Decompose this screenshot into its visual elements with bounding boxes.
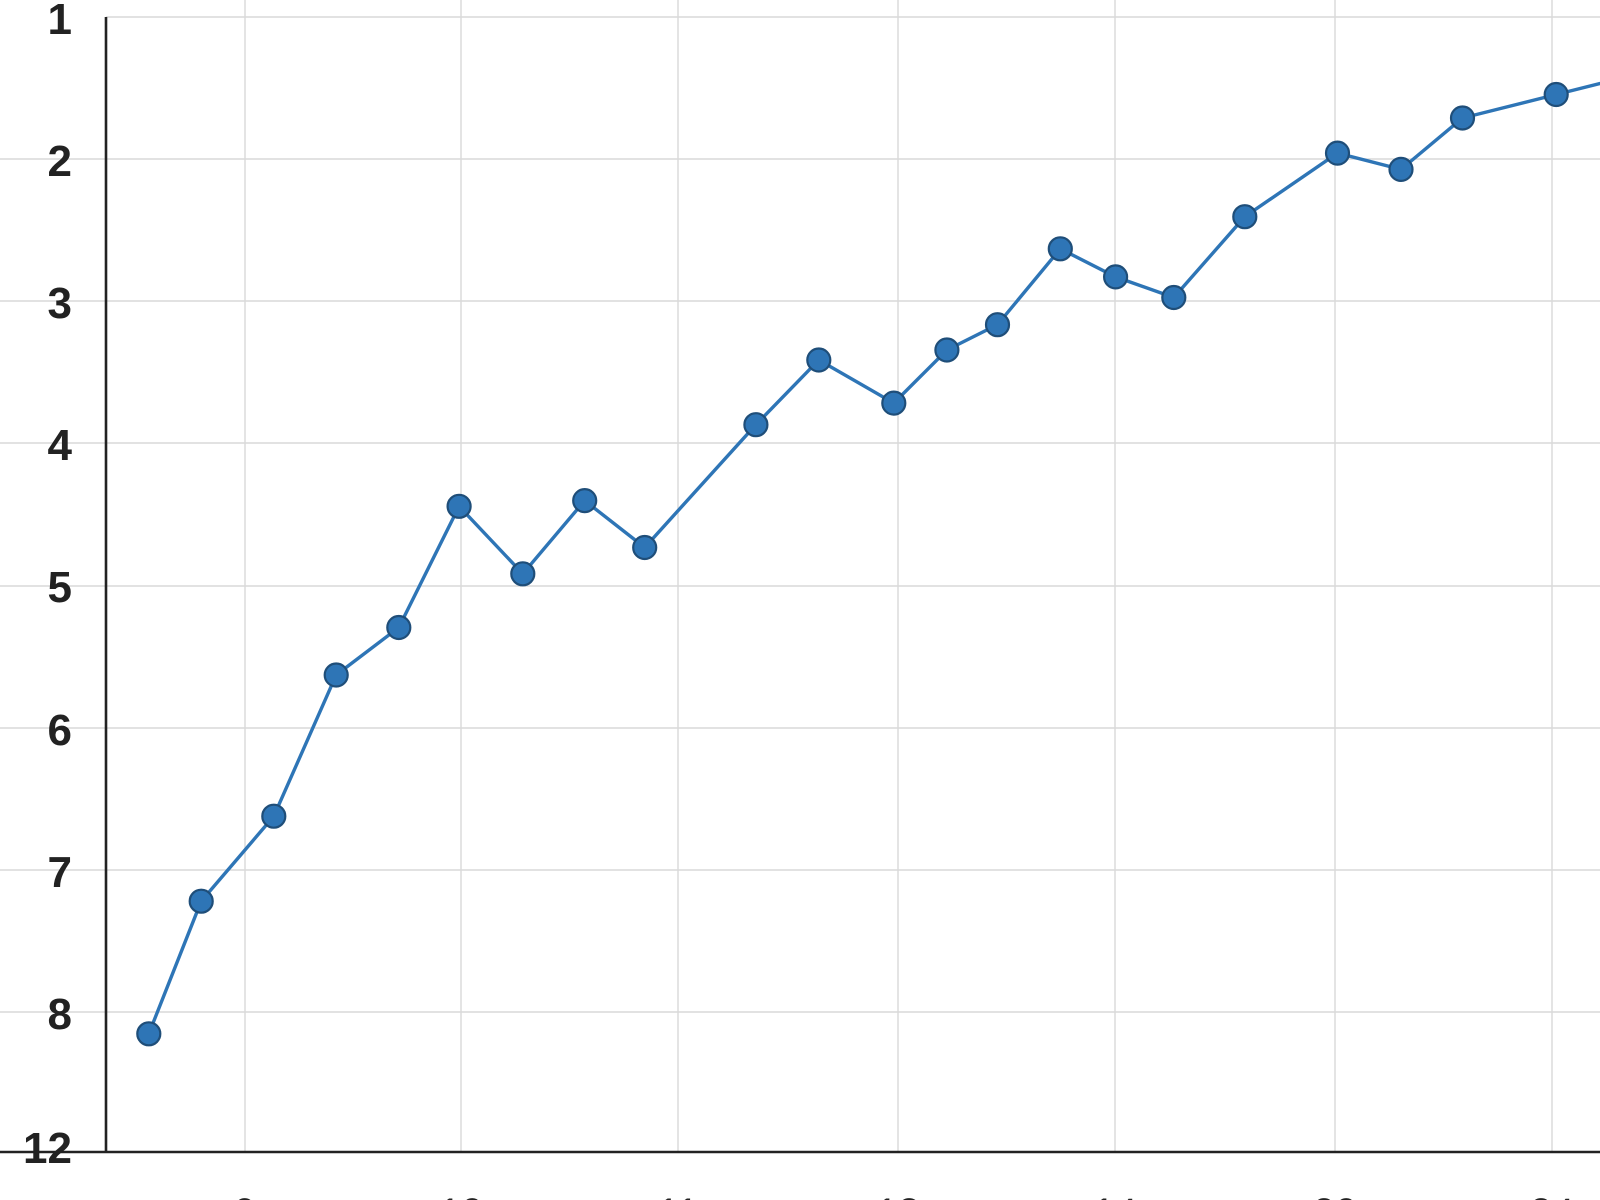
svg-text:6: 6 [48,706,72,755]
svg-text:3: 3 [48,279,72,328]
svg-text:7: 7 [48,848,72,897]
svg-text:13: 13 [876,1191,921,1200]
svg-text:5: 5 [48,563,72,612]
svg-text:10: 10 [439,1191,484,1200]
svg-text:20: 20 [1313,1191,1358,1200]
svg-text:2: 2 [48,137,72,186]
svg-text:1: 1 [48,0,72,44]
svg-text:4: 4 [48,421,73,470]
svg-text:24: 24 [1530,1191,1575,1200]
svg-text:8: 8 [48,990,72,1039]
svg-text:9: 9 [234,1191,256,1200]
svg-text:14: 14 [1093,1191,1138,1200]
svg-text:12: 12 [23,1124,72,1173]
svg-text:11: 11 [657,1191,699,1200]
